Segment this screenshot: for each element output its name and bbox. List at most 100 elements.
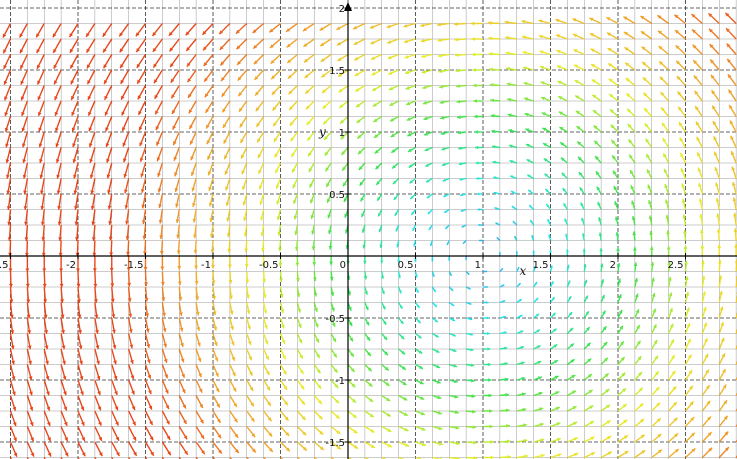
field-arrow [398, 379, 407, 386]
field-arrow [313, 286, 318, 297]
field-arrow [56, 162, 62, 179]
field-arrow [259, 193, 265, 206]
field-arrow [109, 256, 114, 272]
field-arrow [453, 22, 467, 26]
field-arrow [600, 388, 610, 397]
field-arrow [263, 364, 270, 376]
field-arrow [664, 183, 670, 195]
field-arrow [144, 410, 154, 426]
field-arrow [127, 271, 132, 287]
field-arrow [257, 147, 265, 159]
field-arrow [460, 208, 467, 212]
field-arrow [524, 112, 534, 118]
field-arrow [701, 431, 713, 443]
field-arrow [328, 224, 332, 235]
field-arrow [397, 256, 401, 263]
field-arrow [713, 136, 720, 148]
field-arrow [724, 12, 737, 24]
field-arrow [667, 323, 674, 334]
field-arrow [212, 348, 219, 362]
field-arrow [612, 170, 619, 179]
field-arrow [617, 356, 626, 365]
field-arrow [718, 384, 727, 396]
field-arrow [195, 302, 200, 316]
field-arrow [695, 121, 703, 133]
field-arrow [111, 302, 116, 319]
field-arrow [448, 317, 456, 322]
field-arrow [161, 395, 170, 410]
field-arrow [330, 425, 341, 435]
field-arrow [505, 35, 517, 40]
field-arrow [54, 100, 62, 117]
field-arrow [583, 451, 596, 459]
field-arrow [513, 235, 518, 241]
field-arrow [470, 21, 483, 26]
field-arrow [337, 69, 349, 78]
field-arrow [623, 31, 636, 40]
field-arrow [94, 441, 103, 457]
field-arrow [685, 432, 696, 443]
field-arrow [682, 214, 687, 226]
field-arrow [21, 100, 29, 117]
field-arrow [725, 27, 737, 40]
field-arrow [483, 301, 489, 304]
field-arrow [172, 131, 180, 146]
field-arrow [139, 147, 147, 162]
field-arrow [306, 116, 315, 126]
field-arrow [449, 441, 460, 446]
field-arrow [360, 209, 366, 218]
field-arrow [526, 174, 534, 180]
field-arrow [499, 454, 512, 459]
field-arrow [550, 406, 561, 412]
field-arrow [409, 193, 416, 200]
field-arrow [566, 358, 576, 366]
field-arrow [398, 317, 404, 325]
field-arrow [540, 96, 551, 102]
field-arrow [292, 178, 299, 189]
field-arrow [246, 317, 251, 330]
field-arrow [673, 14, 686, 25]
field-arrow [26, 441, 35, 457]
field-arrow [144, 426, 154, 441]
field-arrow [290, 131, 298, 142]
field-arrow [296, 379, 305, 390]
field-arrow [207, 147, 214, 161]
field-arrow [2, 23, 12, 38]
field-arrow [370, 38, 383, 45]
field-arrow [364, 348, 372, 357]
field-arrow [426, 193, 433, 199]
field-arrow [437, 22, 450, 27]
field-arrow [355, 100, 366, 108]
field-arrow [26, 302, 31, 319]
field-arrow [103, 85, 113, 101]
field-arrow [574, 94, 585, 102]
field-arrow [339, 115, 349, 125]
field-arrow [651, 292, 656, 303]
field-arrow [631, 215, 636, 226]
field-arrow [631, 200, 636, 210]
field-arrow [329, 256, 334, 266]
field-arrow [286, 53, 298, 64]
field-arrow [446, 240, 450, 246]
field-arrow [696, 136, 703, 148]
field-arrow [608, 78, 619, 87]
field-arrow [330, 286, 335, 297]
field-arrow [35, 23, 45, 38]
field-arrow [356, 115, 366, 124]
field-arrow [322, 100, 332, 110]
field-arrow [309, 178, 315, 188]
field-arrow [550, 422, 561, 428]
field-arrow [343, 193, 349, 203]
field-arrow [651, 277, 655, 288]
field-arrow [39, 162, 45, 179]
field-arrow [525, 143, 534, 149]
field-arrow [186, 69, 197, 83]
field-arrow [593, 140, 602, 148]
field-arrow [360, 193, 366, 202]
field-arrow [566, 343, 575, 350]
field-arrow [550, 343, 558, 350]
field-arrow [286, 38, 298, 48]
field-arrow [423, 131, 433, 136]
field-arrow [38, 116, 45, 132]
field-arrow [336, 22, 349, 31]
